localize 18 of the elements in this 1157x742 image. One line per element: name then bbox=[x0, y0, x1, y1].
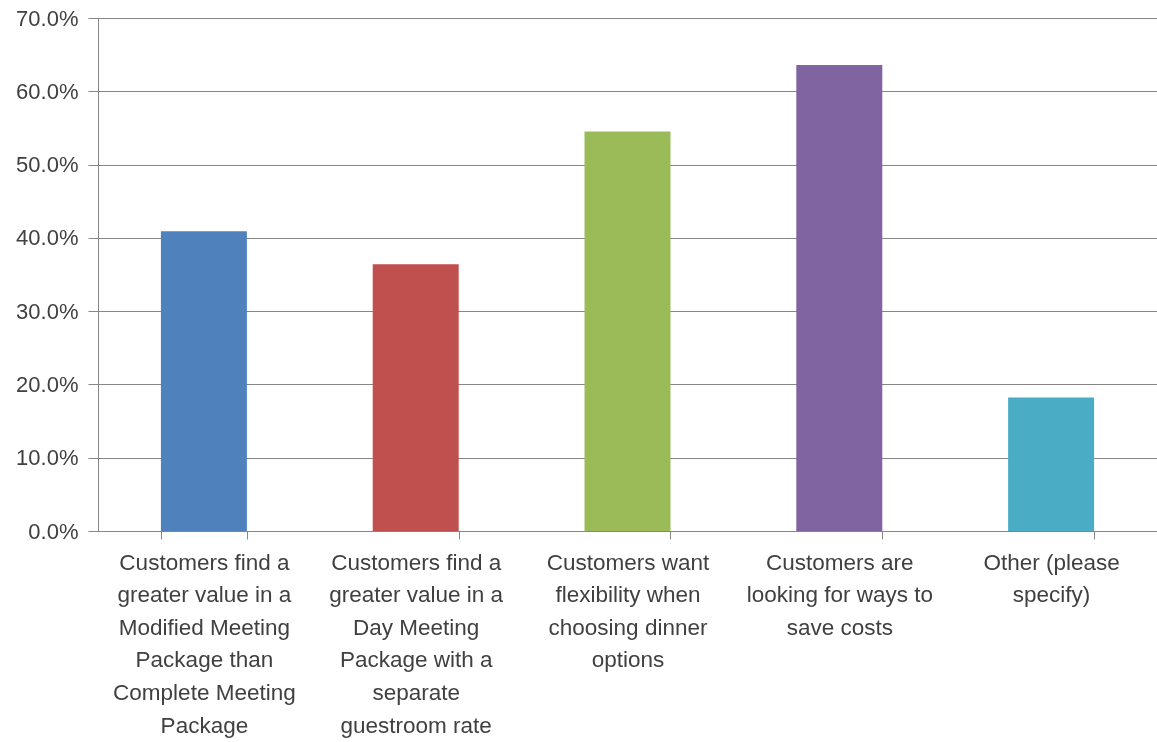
y-tick-label: 10.0% bbox=[16, 445, 79, 471]
bar bbox=[160, 231, 247, 531]
y-tick-label: 40.0% bbox=[16, 225, 79, 251]
y-tick-label: 20.0% bbox=[16, 371, 79, 397]
y-tick-label: 60.0% bbox=[16, 78, 79, 104]
x-tick-label: Customers want flexibility when choosing dinner options bbox=[546, 549, 711, 673]
bar bbox=[1008, 397, 1095, 531]
x-tick-label: Customers find a greater value in a Day Meeting Package with a separate guestroom rate bbox=[329, 549, 504, 738]
bar bbox=[584, 131, 671, 531]
bar bbox=[796, 64, 883, 531]
x-tick-label: Other (please specify) bbox=[983, 549, 1120, 608]
y-tick-label: 0.0% bbox=[28, 518, 79, 544]
y-tick-label: 50.0% bbox=[16, 152, 79, 178]
x-tick-label: Customers find a greater value in a Modified Meeting Package than Complete Meeting Package bbox=[113, 549, 296, 738]
bar bbox=[372, 264, 459, 531]
y-tick-label: 70.0% bbox=[16, 5, 79, 31]
x-tick-label: Customers are looking for ways to save costs bbox=[746, 549, 933, 640]
y-tick-label: 30.0% bbox=[16, 298, 79, 324]
